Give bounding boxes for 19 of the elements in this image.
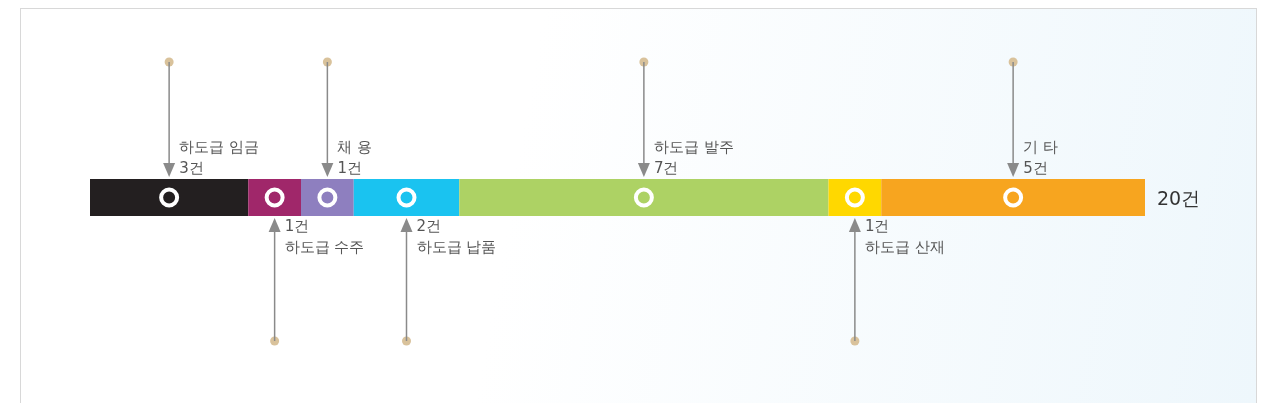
series-label: 채 용	[337, 138, 373, 156]
data-label: 3건	[179, 159, 204, 177]
bar	[459, 179, 829, 216]
data-label: 1건	[337, 159, 362, 177]
bar	[353, 179, 460, 216]
total-label: 20건	[1157, 186, 1201, 209]
series-label: 기 타	[1023, 138, 1058, 156]
data-label: 5건	[1023, 159, 1048, 177]
series-label: 하도급 수주	[284, 238, 365, 256]
data-label: 7건	[653, 159, 679, 177]
bar	[90, 179, 249, 216]
series-label: 하도급 산재	[864, 238, 945, 256]
data-label: 1건	[864, 217, 890, 235]
series-label: 하도급 납품	[416, 238, 497, 256]
series-label: 하도급 임금	[179, 138, 259, 156]
data-label: 2건	[416, 217, 442, 235]
series-label: 하도급 발주	[653, 138, 734, 156]
data-label: 1건	[284, 217, 310, 235]
bar	[881, 179, 1145, 216]
